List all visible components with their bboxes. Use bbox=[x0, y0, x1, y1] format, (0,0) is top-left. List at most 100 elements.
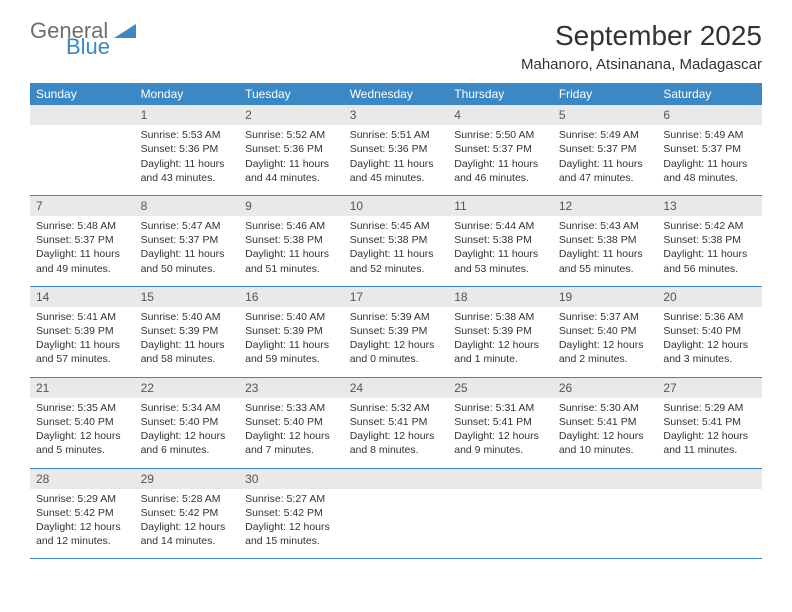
sunset-text: Sunset: 5:39 PM bbox=[454, 324, 547, 338]
daylight-text: Daylight: 12 hours and 10 minutes. bbox=[559, 429, 652, 457]
day-detail-row: Sunrise: 5:29 AMSunset: 5:42 PMDaylight:… bbox=[30, 489, 762, 559]
day-cell: Sunrise: 5:37 AMSunset: 5:40 PMDaylight:… bbox=[553, 307, 658, 377]
sunset-text: Sunset: 5:41 PM bbox=[454, 415, 547, 429]
day-number: 22 bbox=[135, 377, 240, 398]
sunset-text: Sunset: 5:41 PM bbox=[559, 415, 652, 429]
sunrise-text: Sunrise: 5:43 AM bbox=[559, 219, 652, 233]
sunrise-text: Sunrise: 5:51 AM bbox=[350, 128, 443, 142]
day-cell: Sunrise: 5:32 AMSunset: 5:41 PMDaylight:… bbox=[344, 398, 449, 468]
day-number: 3 bbox=[344, 105, 449, 125]
sunset-text: Sunset: 5:38 PM bbox=[559, 233, 652, 247]
day-cell: Sunrise: 5:51 AMSunset: 5:36 PMDaylight:… bbox=[344, 125, 449, 195]
sunrise-text: Sunrise: 5:47 AM bbox=[141, 219, 234, 233]
day-number: 8 bbox=[135, 195, 240, 216]
day-number: 25 bbox=[448, 377, 553, 398]
day-cell: Sunrise: 5:28 AMSunset: 5:42 PMDaylight:… bbox=[135, 489, 240, 559]
day-number: 19 bbox=[553, 286, 658, 307]
sunrise-text: Sunrise: 5:38 AM bbox=[454, 310, 547, 324]
daylight-text: Daylight: 12 hours and 7 minutes. bbox=[245, 429, 338, 457]
day-detail-row: Sunrise: 5:53 AMSunset: 5:36 PMDaylight:… bbox=[30, 125, 762, 195]
sunrise-text: Sunrise: 5:28 AM bbox=[141, 492, 234, 506]
sunset-text: Sunset: 5:39 PM bbox=[141, 324, 234, 338]
daylight-text: Daylight: 11 hours and 56 minutes. bbox=[663, 247, 756, 275]
day-number: 21 bbox=[30, 377, 135, 398]
sunset-text: Sunset: 5:42 PM bbox=[141, 506, 234, 520]
day-number: 2 bbox=[239, 105, 344, 125]
day-number: 20 bbox=[657, 286, 762, 307]
day-cell: Sunrise: 5:47 AMSunset: 5:37 PMDaylight:… bbox=[135, 216, 240, 286]
day-cell: Sunrise: 5:52 AMSunset: 5:36 PMDaylight:… bbox=[239, 125, 344, 195]
day-cell: Sunrise: 5:34 AMSunset: 5:40 PMDaylight:… bbox=[135, 398, 240, 468]
daylight-text: Daylight: 12 hours and 0 minutes. bbox=[350, 338, 443, 366]
day-number-row: 123456 bbox=[30, 105, 762, 125]
day-cell: Sunrise: 5:29 AMSunset: 5:42 PMDaylight:… bbox=[30, 489, 135, 559]
day-number: 6 bbox=[657, 105, 762, 125]
sunrise-text: Sunrise: 5:44 AM bbox=[454, 219, 547, 233]
sunrise-text: Sunrise: 5:27 AM bbox=[245, 492, 338, 506]
calendar-table: Sunday Monday Tuesday Wednesday Thursday… bbox=[30, 83, 762, 559]
day-number: 5 bbox=[553, 105, 658, 125]
day-number: 26 bbox=[553, 377, 658, 398]
daylight-text: Daylight: 12 hours and 8 minutes. bbox=[350, 429, 443, 457]
sunset-text: Sunset: 5:40 PM bbox=[36, 415, 129, 429]
day-number: 1 bbox=[135, 105, 240, 125]
sunset-text: Sunset: 5:40 PM bbox=[141, 415, 234, 429]
day-number: 7 bbox=[30, 195, 135, 216]
daylight-text: Daylight: 11 hours and 45 minutes. bbox=[350, 157, 443, 185]
sunrise-text: Sunrise: 5:48 AM bbox=[36, 219, 129, 233]
day-number: 4 bbox=[448, 105, 553, 125]
sunrise-text: Sunrise: 5:42 AM bbox=[663, 219, 756, 233]
sunset-text: Sunset: 5:41 PM bbox=[663, 415, 756, 429]
day-cell: Sunrise: 5:43 AMSunset: 5:38 PMDaylight:… bbox=[553, 216, 658, 286]
daylight-text: Daylight: 12 hours and 1 minute. bbox=[454, 338, 547, 366]
sunrise-text: Sunrise: 5:31 AM bbox=[454, 401, 547, 415]
day-number: 27 bbox=[657, 377, 762, 398]
day-cell: Sunrise: 5:49 AMSunset: 5:37 PMDaylight:… bbox=[657, 125, 762, 195]
weekday-header: Thursday bbox=[448, 83, 553, 105]
sunrise-text: Sunrise: 5:40 AM bbox=[141, 310, 234, 324]
daylight-text: Daylight: 11 hours and 50 minutes. bbox=[141, 247, 234, 275]
daylight-text: Daylight: 12 hours and 14 minutes. bbox=[141, 520, 234, 548]
sunset-text: Sunset: 5:42 PM bbox=[245, 506, 338, 520]
weekday-header-row: Sunday Monday Tuesday Wednesday Thursday… bbox=[30, 83, 762, 105]
day-cell: Sunrise: 5:44 AMSunset: 5:38 PMDaylight:… bbox=[448, 216, 553, 286]
daylight-text: Daylight: 12 hours and 12 minutes. bbox=[36, 520, 129, 548]
sunrise-text: Sunrise: 5:46 AM bbox=[245, 219, 338, 233]
sunrise-text: Sunrise: 5:34 AM bbox=[141, 401, 234, 415]
sunrise-text: Sunrise: 5:30 AM bbox=[559, 401, 652, 415]
day-number: 18 bbox=[448, 286, 553, 307]
day-cell: Sunrise: 5:40 AMSunset: 5:39 PMDaylight:… bbox=[239, 307, 344, 377]
daylight-text: Daylight: 12 hours and 9 minutes. bbox=[454, 429, 547, 457]
sunset-text: Sunset: 5:36 PM bbox=[350, 142, 443, 156]
weekday-header: Friday bbox=[553, 83, 658, 105]
sunrise-text: Sunrise: 5:32 AM bbox=[350, 401, 443, 415]
sunset-text: Sunset: 5:42 PM bbox=[36, 506, 129, 520]
day-number: 16 bbox=[239, 286, 344, 307]
day-cell: Sunrise: 5:50 AMSunset: 5:37 PMDaylight:… bbox=[448, 125, 553, 195]
day-cell: Sunrise: 5:53 AMSunset: 5:36 PMDaylight:… bbox=[135, 125, 240, 195]
sunset-text: Sunset: 5:37 PM bbox=[36, 233, 129, 247]
day-cell: Sunrise: 5:39 AMSunset: 5:39 PMDaylight:… bbox=[344, 307, 449, 377]
day-cell: Sunrise: 5:29 AMSunset: 5:41 PMDaylight:… bbox=[657, 398, 762, 468]
logo-text-blue: Blue bbox=[66, 36, 136, 58]
sunset-text: Sunset: 5:38 PM bbox=[350, 233, 443, 247]
daylight-text: Daylight: 12 hours and 15 minutes. bbox=[245, 520, 338, 548]
day-number bbox=[553, 468, 658, 489]
sunrise-text: Sunrise: 5:36 AM bbox=[663, 310, 756, 324]
day-cell: Sunrise: 5:30 AMSunset: 5:41 PMDaylight:… bbox=[553, 398, 658, 468]
sunrise-text: Sunrise: 5:29 AM bbox=[663, 401, 756, 415]
sunrise-text: Sunrise: 5:41 AM bbox=[36, 310, 129, 324]
sunrise-text: Sunrise: 5:37 AM bbox=[559, 310, 652, 324]
daylight-text: Daylight: 11 hours and 52 minutes. bbox=[350, 247, 443, 275]
sunset-text: Sunset: 5:36 PM bbox=[245, 142, 338, 156]
daylight-text: Daylight: 12 hours and 6 minutes. bbox=[141, 429, 234, 457]
day-cell: Sunrise: 5:40 AMSunset: 5:39 PMDaylight:… bbox=[135, 307, 240, 377]
daylight-text: Daylight: 11 hours and 55 minutes. bbox=[559, 247, 652, 275]
sunset-text: Sunset: 5:38 PM bbox=[663, 233, 756, 247]
sunset-text: Sunset: 5:39 PM bbox=[245, 324, 338, 338]
sunrise-text: Sunrise: 5:53 AM bbox=[141, 128, 234, 142]
sunrise-text: Sunrise: 5:39 AM bbox=[350, 310, 443, 324]
daylight-text: Daylight: 11 hours and 47 minutes. bbox=[559, 157, 652, 185]
sunset-text: Sunset: 5:39 PM bbox=[350, 324, 443, 338]
day-cell: Sunrise: 5:33 AMSunset: 5:40 PMDaylight:… bbox=[239, 398, 344, 468]
